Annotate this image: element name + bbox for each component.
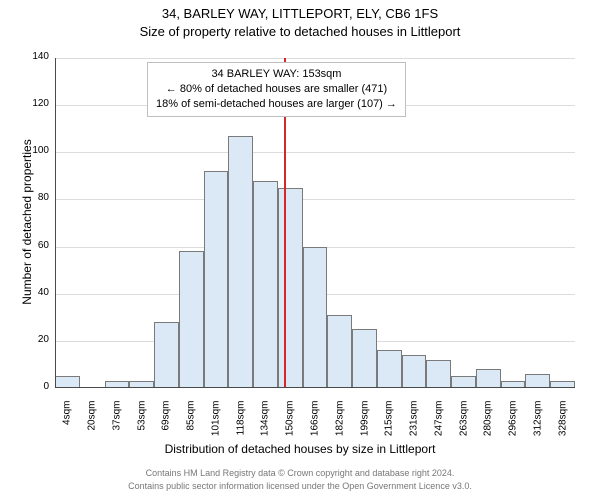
y-tick-label: 120 xyxy=(17,98,49,109)
annotation-line2: ← 80% of detached houses are smaller (47… xyxy=(156,82,397,97)
histogram-bar xyxy=(303,247,328,388)
y-axis-label: Number of detached properties xyxy=(20,122,34,322)
chart-subtitle: Size of property relative to detached ho… xyxy=(0,24,600,39)
gridline xyxy=(55,58,575,59)
annotation-line1: 34 BARLEY WAY: 153sqm xyxy=(156,67,397,82)
histogram-bar xyxy=(204,171,229,388)
histogram-bar xyxy=(327,315,352,388)
y-axis xyxy=(55,58,56,388)
gridline xyxy=(55,152,575,153)
x-axis-label: Distribution of detached houses by size … xyxy=(0,442,600,456)
gridline xyxy=(55,199,575,200)
annotation-box: 34 BARLEY WAY: 153sqm ← 80% of detached … xyxy=(147,62,406,117)
annotation-line3: 18% of semi-detached houses are larger (… xyxy=(156,97,397,112)
y-tick-label: 20 xyxy=(17,334,49,345)
y-tick-label: 0 xyxy=(17,381,49,392)
histogram-bar xyxy=(179,251,204,388)
histogram-bar xyxy=(352,329,377,388)
histogram-bar xyxy=(278,188,303,388)
y-tick-label: 140 xyxy=(17,51,49,62)
chart-title-1: 34, BARLEY WAY, LITTLEPORT, ELY, CB6 1FS xyxy=(0,6,600,21)
histogram-bar xyxy=(154,322,179,388)
footer-line1: Contains HM Land Registry data © Crown c… xyxy=(0,468,600,478)
histogram-bar xyxy=(476,369,501,388)
histogram-bar xyxy=(377,350,402,388)
histogram-bar xyxy=(402,355,427,388)
histogram-bar xyxy=(525,374,550,388)
x-axis xyxy=(55,387,575,388)
footer-line2: Contains public sector information licen… xyxy=(0,481,600,491)
histogram-bar xyxy=(228,136,253,388)
histogram-bar xyxy=(426,360,451,388)
histogram-bar xyxy=(253,181,278,388)
